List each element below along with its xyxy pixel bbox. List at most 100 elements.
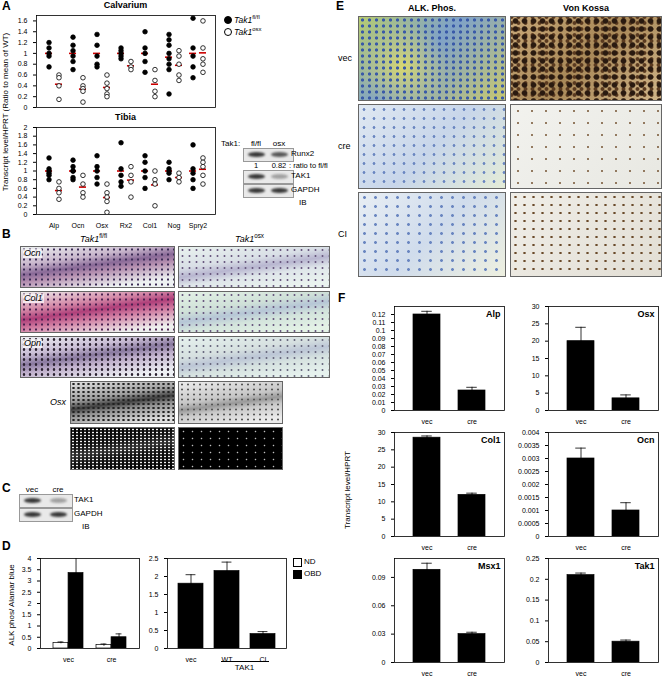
svg-text:cre: cre — [467, 418, 477, 425]
svg-text:WT: WT — [222, 656, 234, 663]
svg-text:0.15: 0.15 — [526, 596, 540, 603]
svg-text:vec: vec — [576, 544, 587, 551]
svg-text:1.5: 1.5 — [149, 591, 159, 598]
svg-text:1: 1 — [28, 622, 32, 629]
svg-text:vec: vec — [576, 670, 587, 677]
svg-text:0.0035: 0.0035 — [518, 442, 540, 449]
svg-text:cre: cre — [467, 544, 477, 551]
svg-text:vec: vec — [422, 670, 433, 677]
svg-text:Ocn: Ocn — [72, 222, 85, 229]
svg-text:0.0005: 0.0005 — [518, 520, 540, 527]
svg-text:0.4: 0.4 — [18, 82, 28, 89]
svg-text:0.25: 0.25 — [526, 555, 540, 562]
svg-text:2: 2 — [28, 600, 32, 607]
svg-text:0.0015: 0.0015 — [518, 494, 540, 501]
svg-text:Spry2: Spry2 — [189, 222, 207, 230]
svg-text:1.2: 1.2 — [18, 39, 28, 46]
svg-text:0.6: 0.6 — [18, 185, 28, 192]
svg-text:15: 15 — [532, 355, 540, 362]
svg-text:0: 0 — [382, 659, 386, 666]
svg-text:Nog: Nog — [168, 222, 181, 230]
svg-text:0.12: 0.12 — [372, 311, 386, 318]
svg-text:4: 4 — [28, 555, 32, 562]
svg-text:Alp: Alp — [49, 222, 59, 230]
svg-text:0.6: 0.6 — [18, 71, 28, 78]
svg-text:0: 0 — [382, 533, 386, 540]
svg-text:cre: cre — [467, 670, 477, 677]
svg-text:1.6: 1.6 — [18, 141, 28, 148]
svg-text:0.02: 0.02 — [372, 391, 386, 398]
svg-text:1.8: 1.8 — [18, 132, 28, 139]
svg-text:Osx: Osx — [96, 222, 109, 229]
svg-text:cre: cre — [621, 418, 631, 425]
svg-text:0: 0 — [536, 659, 540, 666]
svg-text:2: 2 — [24, 124, 28, 131]
svg-text:2.5: 2.5 — [22, 588, 32, 595]
svg-text:Col1: Col1 — [481, 435, 501, 445]
svg-text:1.2: 1.2 — [18, 159, 28, 166]
svg-text:0: 0 — [536, 533, 540, 540]
svg-text:0.002: 0.002 — [522, 481, 540, 488]
svg-text:0.1: 0.1 — [376, 327, 386, 334]
svg-text:0.03: 0.03 — [372, 630, 386, 637]
svg-text:0.11: 0.11 — [372, 319, 385, 326]
svg-text:3.5: 3.5 — [22, 566, 32, 573]
svg-text:Rx2: Rx2 — [120, 222, 133, 229]
svg-text:15: 15 — [378, 481, 386, 488]
svg-text:0: 0 — [536, 407, 540, 414]
svg-text:30: 30 — [378, 429, 386, 436]
svg-text:0.2: 0.2 — [530, 576, 540, 583]
svg-text:0.01: 0.01 — [372, 399, 386, 406]
svg-text:0.003: 0.003 — [522, 455, 540, 462]
svg-text:5: 5 — [382, 515, 386, 522]
svg-text:0.8: 0.8 — [18, 176, 28, 183]
svg-text:CI: CI — [260, 656, 267, 663]
svg-text:25: 25 — [532, 320, 540, 327]
svg-text:Alp: Alp — [486, 309, 501, 319]
svg-text:Msx1: Msx1 — [478, 561, 501, 571]
svg-text:Ocn: Ocn — [637, 435, 655, 445]
svg-text:0.08: 0.08 — [372, 343, 386, 350]
svg-text:1.4: 1.4 — [18, 28, 28, 35]
svg-text:cre: cre — [621, 544, 631, 551]
svg-text:0.09: 0.09 — [372, 335, 386, 342]
svg-text:0.1: 0.1 — [530, 617, 540, 624]
svg-text:0.001: 0.001 — [522, 507, 540, 514]
svg-text:vec: vec — [422, 418, 433, 425]
svg-text:vec: vec — [576, 418, 587, 425]
svg-text:0: 0 — [155, 645, 159, 652]
svg-text:Osx: Osx — [637, 309, 654, 319]
svg-text:0.0025: 0.0025 — [518, 468, 540, 475]
svg-text:vec: vec — [186, 656, 197, 663]
svg-text:0.2: 0.2 — [18, 202, 28, 209]
svg-text:0.8: 0.8 — [18, 60, 28, 67]
svg-text:0.09: 0.09 — [372, 574, 386, 581]
svg-text:0.5: 0.5 — [149, 627, 159, 634]
svg-text:0.2: 0.2 — [18, 93, 28, 100]
svg-text:Col1: Col1 — [143, 222, 158, 229]
svg-text:1.6: 1.6 — [18, 17, 28, 24]
svg-text:1: 1 — [24, 50, 28, 57]
svg-text:10: 10 — [532, 372, 540, 379]
svg-text:0: 0 — [24, 104, 28, 111]
svg-text:0.05: 0.05 — [526, 638, 540, 645]
svg-text:0.06: 0.06 — [372, 359, 386, 366]
svg-text:cre: cre — [621, 670, 631, 677]
svg-text:25: 25 — [378, 446, 386, 453]
svg-text:0.06: 0.06 — [372, 602, 386, 609]
svg-text:0.03: 0.03 — [372, 383, 386, 390]
svg-text:0.05: 0.05 — [372, 367, 386, 374]
svg-text:20: 20 — [532, 337, 540, 344]
svg-text:0.07: 0.07 — [372, 351, 386, 358]
svg-text:0.4: 0.4 — [18, 193, 28, 200]
svg-text:2.5: 2.5 — [149, 555, 159, 562]
svg-text:vec: vec — [63, 656, 74, 663]
svg-text:0: 0 — [382, 407, 386, 414]
svg-text:10: 10 — [378, 498, 386, 505]
svg-text:0.5: 0.5 — [22, 633, 32, 640]
svg-text:vec: vec — [422, 544, 433, 551]
svg-text:1: 1 — [24, 167, 28, 174]
svg-text:20: 20 — [378, 463, 386, 470]
svg-text:1: 1 — [155, 609, 159, 616]
svg-text:3: 3 — [28, 577, 32, 584]
